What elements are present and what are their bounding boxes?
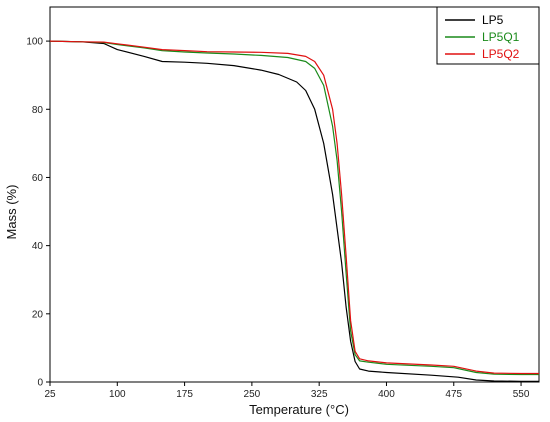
- x-tick-label: 550: [513, 389, 530, 400]
- x-tick-label: 325: [311, 389, 328, 400]
- legend-label-lp5: LP5: [482, 13, 504, 27]
- x-tick-label: 100: [109, 389, 126, 400]
- plot-frame: [49, 6, 540, 383]
- x-tick-label: 475: [445, 389, 462, 400]
- y-tick-label: 0: [37, 378, 43, 389]
- x-tick-label: 250: [244, 389, 261, 400]
- x-axis: 25 100 175 250 325 400 475 550: [44, 382, 530, 400]
- legend-label-lp5q1: LP5Q1: [482, 30, 520, 44]
- y-tick-label: 60: [32, 173, 44, 184]
- x-tick-label: 25: [44, 389, 56, 400]
- series-line-lp5: [49, 40, 539, 382]
- y-axis-title: Mass (%): [4, 185, 19, 240]
- y-tick-label: 80: [32, 105, 44, 116]
- series-layer: [49, 40, 539, 382]
- legend: LP5 LP5Q1 LP5Q2: [436, 6, 540, 65]
- series-line-lp5q1: [49, 40, 539, 376]
- y-tick-label: 20: [32, 309, 44, 320]
- series-line-lp5q2: [49, 40, 539, 375]
- y-tick-label: 100: [26, 37, 43, 48]
- x-axis-title: Temperature (°C): [249, 402, 349, 417]
- y-axis: 0 20 40 60 80 100: [26, 37, 50, 389]
- legend-label-lp5q2: LP5Q2: [482, 47, 520, 61]
- x-tick-label: 400: [378, 389, 395, 400]
- x-tick-label: 175: [176, 389, 193, 400]
- y-tick-label: 40: [32, 241, 44, 252]
- plot-border: [49, 6, 540, 383]
